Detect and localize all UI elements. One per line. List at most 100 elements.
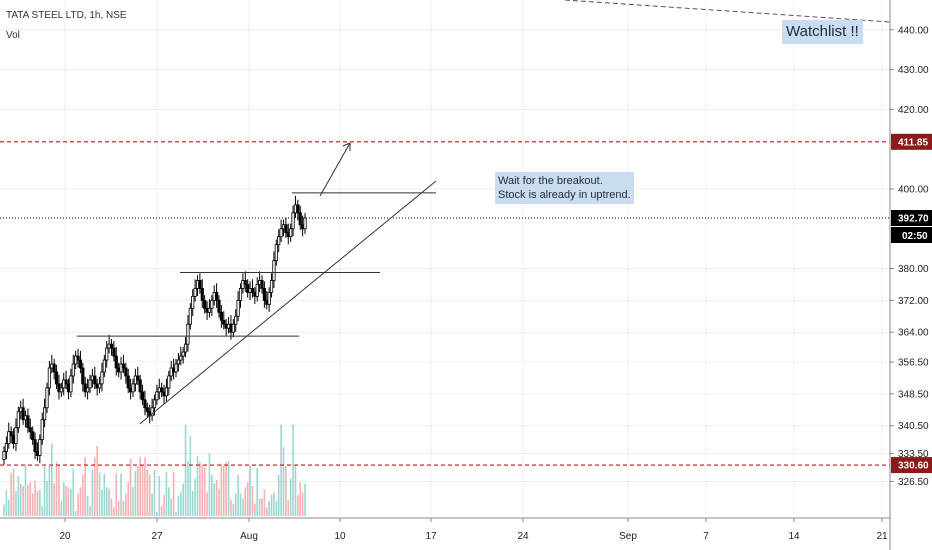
candle-body <box>131 383 135 393</box>
candle-body <box>284 224 288 234</box>
volume-bar <box>110 498 113 516</box>
candle-body <box>143 399 147 409</box>
volume-bar <box>77 493 79 516</box>
time-tick-label: 24 <box>517 531 529 542</box>
candle-body <box>179 355 183 361</box>
candle-body <box>234 315 238 325</box>
candle-body <box>26 415 30 429</box>
candle-body <box>181 351 185 357</box>
volume-bar <box>244 487 247 516</box>
watchlist-note[interactable]: Watchlist !! <box>782 20 863 44</box>
volume-bar <box>222 466 225 516</box>
volume-bar <box>10 473 12 516</box>
candle-body <box>86 387 90 393</box>
candle-body <box>152 399 157 409</box>
candle-body <box>260 280 264 289</box>
candle-body <box>217 299 221 313</box>
candle-body <box>298 212 302 226</box>
volume-bar <box>211 474 213 516</box>
candle-body <box>219 311 223 321</box>
candle-body <box>277 236 281 246</box>
volume-bar <box>53 483 55 516</box>
dashed-guide-line[interactable] <box>564 0 891 23</box>
candle-body <box>262 288 266 301</box>
volume-bar <box>46 481 48 516</box>
projection-arrow[interactable] <box>319 142 351 197</box>
candle-body <box>93 375 97 385</box>
candle-body <box>54 371 59 385</box>
volume-bar <box>86 496 89 516</box>
volume-bar <box>194 478 196 516</box>
volume-bar <box>156 512 158 516</box>
volume-bar <box>220 463 223 516</box>
candle-body <box>272 260 276 281</box>
volume-bar <box>153 469 156 516</box>
candle-body <box>102 359 106 373</box>
volume-bar <box>289 478 292 516</box>
time-tick-label: Sep <box>619 531 637 542</box>
time-tick-label: 21 <box>876 531 888 542</box>
volume-bar <box>215 479 218 516</box>
volume-bar <box>265 507 268 516</box>
candle-body <box>203 299 207 309</box>
volume-bar <box>151 493 153 516</box>
volume-bar <box>98 472 101 516</box>
volume-bar <box>213 483 216 516</box>
volume-bar <box>122 501 125 516</box>
candle-body <box>33 439 37 452</box>
volume-bar <box>39 489 41 516</box>
candle-body <box>69 375 73 393</box>
volume-bar <box>206 492 208 516</box>
candle-body <box>289 228 293 238</box>
candle-body <box>174 363 178 373</box>
candle-body <box>38 439 42 456</box>
volume-bar <box>249 466 251 516</box>
volume-bar <box>103 473 106 516</box>
volume-bar <box>160 506 163 516</box>
volume-bar <box>146 469 149 516</box>
volume-bar <box>263 489 266 516</box>
volume-bar <box>48 466 51 516</box>
volume-bar <box>232 503 235 516</box>
candle-body <box>236 299 240 317</box>
candle-body <box>193 288 197 297</box>
volume-bar <box>89 506 91 516</box>
candle-body <box>40 419 44 441</box>
trendline-rising-support[interactable] <box>139 180 437 425</box>
volume-bar <box>297 494 299 516</box>
volume-bar <box>136 466 139 516</box>
volume-bar <box>58 464 60 516</box>
candle-body <box>14 427 18 444</box>
price-tick-label: 356.50 <box>898 358 929 369</box>
candle-body <box>138 379 142 393</box>
volume-bar <box>261 498 263 516</box>
breakout-note[interactable]: Wait for the breakout. Stock is already … <box>495 172 634 204</box>
volume-bar <box>270 494 273 516</box>
last-price-badge: 392.70 <box>898 214 929 225</box>
candle-body <box>198 280 202 289</box>
price-tick-label: 430.00 <box>898 65 929 76</box>
candle-body <box>167 375 171 389</box>
candle-body <box>126 375 130 389</box>
volume-bar <box>165 472 168 516</box>
candle-body <box>238 288 243 301</box>
volume-bar <box>31 493 34 516</box>
volume-bar <box>182 483 184 516</box>
volume-bar <box>7 499 10 516</box>
price-tick-label: 400.00 <box>898 184 929 195</box>
volume-bar <box>177 496 180 516</box>
candle-body <box>136 375 140 381</box>
breakout-note-line2: Stock is already in uptrend. <box>498 189 631 201</box>
volume-bar <box>234 493 237 516</box>
volume-bar <box>105 487 108 516</box>
volume-bar <box>287 499 290 516</box>
candle-body <box>78 359 83 369</box>
candle-body <box>105 347 109 361</box>
resistance-price-badge-bg <box>891 133 932 150</box>
candle-body <box>124 367 128 377</box>
volume-bar <box>179 492 182 516</box>
volume-bar <box>125 493 127 516</box>
candle-body <box>274 244 278 261</box>
volume-bar <box>84 457 87 516</box>
